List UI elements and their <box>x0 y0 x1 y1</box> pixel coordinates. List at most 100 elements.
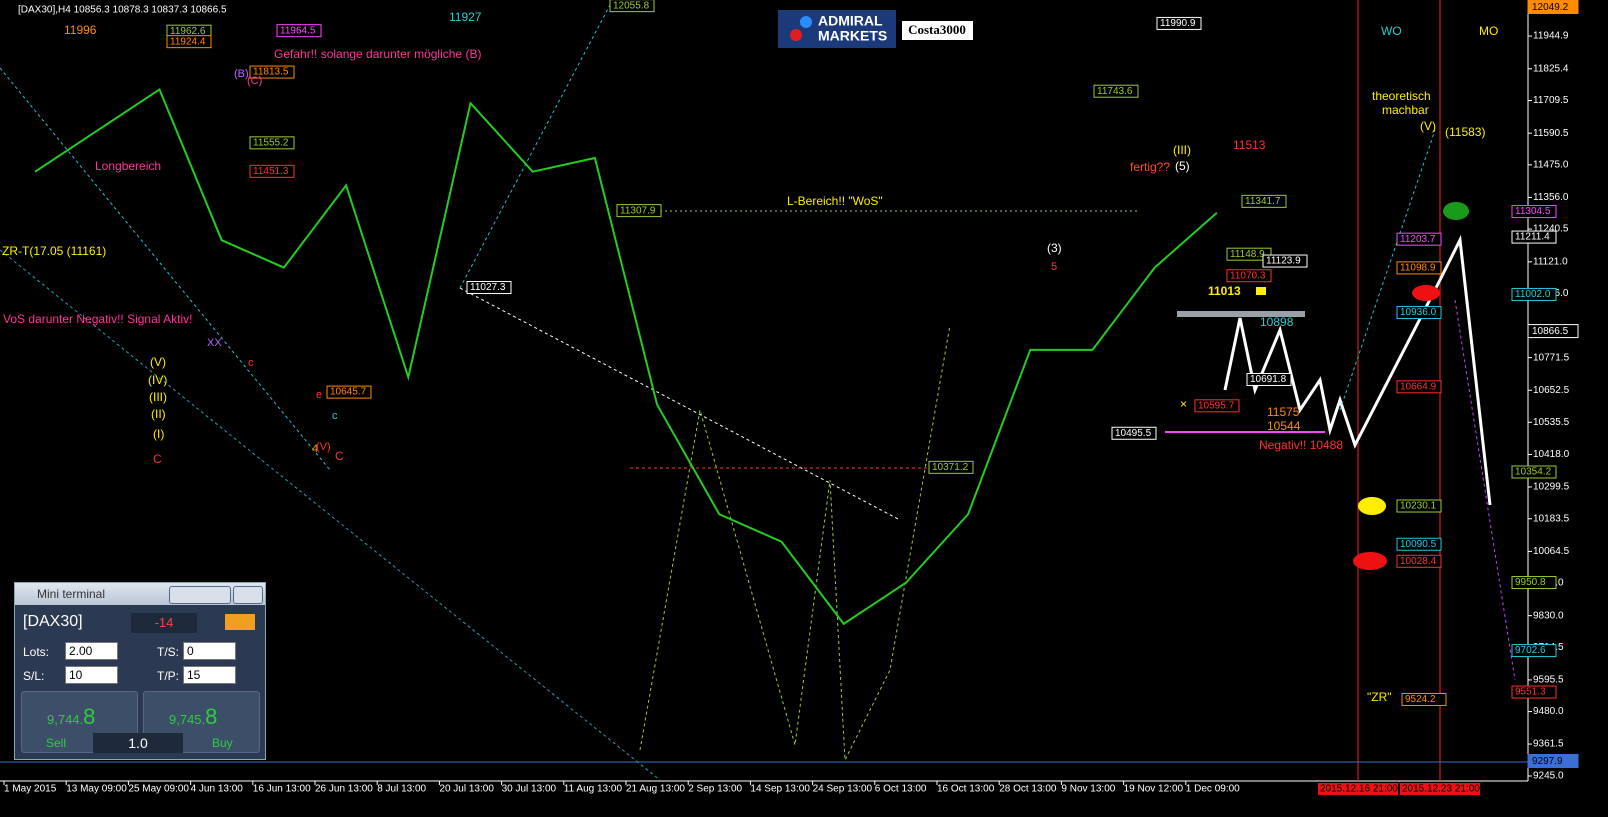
pip: 8 <box>83 704 96 729</box>
price-box <box>249 164 295 178</box>
price-box <box>1511 644 1557 658</box>
annotation: (3) <box>1047 241 1062 255</box>
price-box-label: 11002.0 <box>1515 289 1551 300</box>
x-tick-label: 8 Jul 13:00 <box>377 784 426 795</box>
trend-line <box>459 287 901 521</box>
annotation: "ZR" <box>1367 690 1392 704</box>
logo <box>778 10 896 48</box>
x-tick-label: 6 Oct 13:00 <box>875 784 927 795</box>
y-tick-label: 11944.9 <box>1533 31 1569 42</box>
annotation: (III) <box>149 390 167 404</box>
time-marker-box <box>1318 783 1398 795</box>
price-box <box>1396 554 1442 568</box>
price-box <box>249 136 295 150</box>
y-tick-label: 9595.5 <box>1533 675 1564 686</box>
y-tick-label: 10183.5 <box>1533 513 1570 524</box>
lots-input[interactable]: 2.00 <box>65 642 118 660</box>
annotation: (IV) <box>148 373 167 387</box>
price-box <box>1093 84 1139 98</box>
price-box <box>1511 465 1557 479</box>
price-box-label: 11203.7 <box>1400 234 1436 245</box>
price-box-label: 11211.4 <box>1515 232 1550 243</box>
price-box-label: 11451.3 <box>253 166 289 177</box>
y-tick-label: 10418.0 <box>1533 449 1570 460</box>
annotation: 4 <box>312 443 318 455</box>
buy-label: Buy <box>212 736 233 750</box>
annotation: (5) <box>1175 159 1190 173</box>
y-tick-label: 9830.0 <box>1533 610 1564 621</box>
y-tick-label: 9480.0 <box>1533 706 1564 717</box>
y-tick-label: 11825.4 <box>1533 63 1569 74</box>
x-tick-label: 1 Dec 09:00 <box>1186 784 1240 795</box>
annotation: C <box>335 449 344 463</box>
price-box-label: 11070.3 <box>1230 270 1266 281</box>
price-box <box>928 460 974 474</box>
price-box <box>1511 205 1557 219</box>
price-box-label: 11990.9 <box>1160 18 1196 29</box>
sl-input[interactable]: 10 <box>65 666 118 684</box>
sell-label: Sell <box>46 736 67 750</box>
price-box-label: 10495.5 <box>1115 428 1152 439</box>
annotation: (B) <box>234 68 249 80</box>
price-box-label: 11743.6 <box>1097 86 1133 97</box>
price-box-label: 11304.5 <box>1515 206 1551 217</box>
price-box <box>1194 399 1240 413</box>
annotation: VoS darunter Negativ!! Signal Aktiv! <box>3 312 192 326</box>
tp-input[interactable]: 15 <box>183 666 236 684</box>
marker <box>1412 285 1440 301</box>
y-tick-label: 11709.5 <box>1533 95 1569 106</box>
annotation: WO <box>1381 24 1402 38</box>
ts-input[interactable]: 0 <box>183 642 236 660</box>
price-box <box>326 385 372 399</box>
volume[interactable]: 1.0 <box>93 733 183 753</box>
price-box-label: 10936.0 <box>1400 307 1437 318</box>
annotation: 5 <box>1051 261 1057 273</box>
price-box-label: 10230.1 <box>1400 501 1437 512</box>
price-line <box>34 87 1218 626</box>
price-box <box>276 24 322 38</box>
annotation: (II) <box>151 407 166 421</box>
price-tag-label: 10866.5 <box>1532 326 1569 337</box>
annotation: Longbereich <box>95 159 161 173</box>
wave-line <box>639 324 951 762</box>
price-box <box>616 204 662 218</box>
price-box-label: 11341.7 <box>1245 196 1281 207</box>
annotation: Negativ!! 10488 <box>1259 438 1343 452</box>
price-box-label: 10354.2 <box>1515 467 1552 478</box>
annotation: 10544 <box>1267 419 1301 433</box>
price-box <box>1396 499 1442 513</box>
annotation: 11927 <box>449 10 482 24</box>
annotation: (III) <box>1173 143 1191 157</box>
y-tick-label: 11121.0 <box>1533 256 1568 267</box>
price-box <box>1262 254 1308 268</box>
annotation: e <box>316 389 322 401</box>
y-tick-label: 9361.5 <box>1533 739 1564 750</box>
close-button[interactable] <box>233 586 263 604</box>
zone <box>1177 311 1305 317</box>
annotation: 11013 <box>1208 284 1241 298</box>
time-marker: 2015.12.16 21:00 <box>1320 784 1398 795</box>
price-box <box>1156 16 1202 30</box>
price-box-label: 9950.8 <box>1515 577 1546 588</box>
x-tick-label: 25 May 09:00 <box>128 784 189 795</box>
sell-button[interactable]: 9,744.8 Sell <box>21 691 138 753</box>
x-tick-label: 4 Jun 13:00 <box>191 784 244 795</box>
marker <box>1443 202 1469 220</box>
logo-dot <box>800 16 812 28</box>
logo-text: MARKETS <box>818 28 887 44</box>
label: T/P: <box>157 669 180 683</box>
settings[interactable] <box>225 614 255 630</box>
price-box <box>1511 230 1557 244</box>
x-tick-label: 20 Jul 13:00 <box>439 784 494 795</box>
window-buttons[interactable] <box>169 586 231 604</box>
x-tick-label: 28 Oct 13:00 <box>999 784 1057 795</box>
price-box-label: 11962.6 <box>170 26 206 37</box>
price-box <box>1396 261 1442 275</box>
price-box <box>249 65 295 79</box>
price-box <box>1246 372 1292 386</box>
price-box-label: 11924.4 <box>170 36 206 47</box>
annotation: 10898 <box>1260 315 1294 329</box>
time-marker-box <box>1400 783 1480 795</box>
